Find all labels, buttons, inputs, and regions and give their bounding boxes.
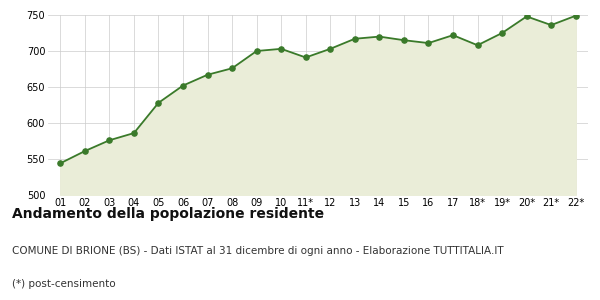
- Text: COMUNE DI BRIONE (BS) - Dati ISTAT al 31 dicembre di ogni anno - Elaborazione TU: COMUNE DI BRIONE (BS) - Dati ISTAT al 31…: [12, 246, 503, 256]
- Point: [448, 33, 458, 38]
- Point: [424, 41, 433, 46]
- Point: [374, 34, 384, 39]
- Point: [55, 161, 65, 166]
- Point: [277, 46, 286, 51]
- Text: (*) post-censimento: (*) post-censimento: [12, 279, 116, 289]
- Text: Andamento della popolazione residente: Andamento della popolazione residente: [12, 207, 324, 221]
- Point: [227, 66, 237, 71]
- Point: [497, 31, 507, 35]
- Point: [325, 46, 335, 51]
- Point: [547, 23, 556, 28]
- Point: [399, 38, 409, 43]
- Point: [473, 43, 482, 48]
- Point: [301, 55, 311, 60]
- Point: [80, 149, 89, 154]
- Point: [522, 14, 532, 19]
- Point: [203, 72, 212, 77]
- Point: [129, 131, 139, 136]
- Point: [178, 83, 188, 88]
- Point: [252, 49, 262, 53]
- Point: [154, 100, 163, 105]
- Point: [571, 13, 581, 18]
- Point: [104, 138, 114, 143]
- Point: [350, 36, 359, 41]
